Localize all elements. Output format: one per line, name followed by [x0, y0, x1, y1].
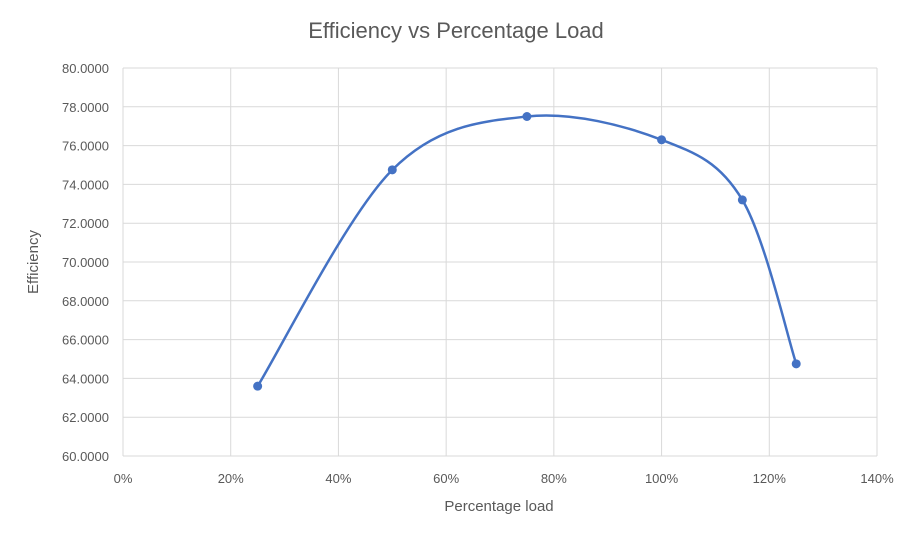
data-point	[657, 135, 667, 145]
y-tick-label: 68.0000	[62, 294, 109, 309]
y-tick-label: 80.0000	[62, 61, 109, 76]
data-point	[387, 165, 397, 175]
series-layer	[253, 112, 801, 391]
x-tick-label: 100%	[645, 471, 679, 486]
data-point	[791, 359, 801, 369]
y-axis-title: Efficiency	[25, 230, 42, 294]
grid	[122, 67, 878, 457]
x-tick-label: 80%	[541, 471, 567, 486]
y-tick-label: 64.0000	[62, 371, 109, 386]
x-tick-label: 40%	[325, 471, 351, 486]
x-tick-label: 20%	[218, 471, 244, 486]
y-tick-label: 78.0000	[62, 100, 109, 115]
y-tick-label: 70.0000	[62, 255, 109, 270]
y-tick-label: 74.0000	[62, 177, 109, 192]
y-tick-label: 62.0000	[62, 410, 109, 425]
data-point	[737, 195, 747, 205]
data-point	[522, 112, 532, 121]
x-tick-label: 0%	[114, 471, 133, 486]
y-tick-label: 76.0000	[62, 139, 109, 154]
x-tick-label: 140%	[860, 471, 894, 486]
y-tick-label: 60.0000	[62, 449, 109, 464]
series-line	[256, 114, 798, 387]
tick-labels: 60.0000 62.0000 64.0000 66.0000 68.0000 70.00…	[62, 61, 894, 486]
x-tick-label: 120%	[753, 471, 787, 486]
data-point	[253, 381, 263, 391]
y-tick-label: 72.0000	[62, 216, 109, 231]
chart-title: Efficiency vs Percentage Load	[308, 18, 604, 43]
x-axis-title: Percentage load	[444, 498, 553, 515]
y-tick-label: 66.0000	[62, 333, 109, 348]
x-tick-label: 60%	[433, 471, 459, 486]
